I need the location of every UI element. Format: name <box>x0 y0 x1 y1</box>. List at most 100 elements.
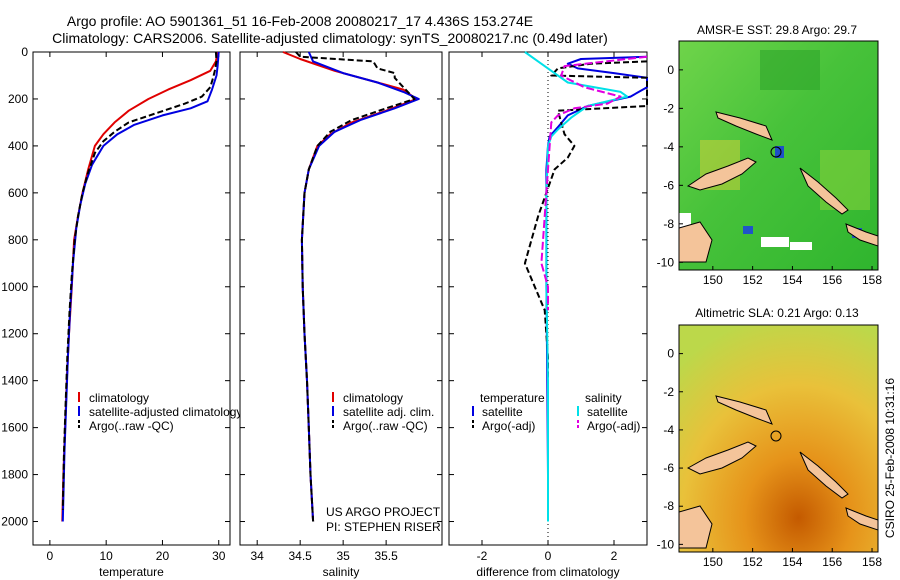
depth-tick-label: 600 <box>8 186 28 200</box>
temperature-series-argo-raw-qc- <box>61 51 218 510</box>
temperature-xtick-label: 0 <box>47 549 54 563</box>
sla-map-title: Altimetric SLA: 0.21 Argo: 0.13 <box>695 306 859 320</box>
sst-cloud-mask <box>761 237 789 247</box>
sla-ytick-label: 0 <box>667 347 674 361</box>
difference-series-salinity-satellite <box>524 51 629 522</box>
temperature-plot-frame <box>32 51 231 546</box>
sst-xtick-label: 150 <box>703 273 723 287</box>
difference-legend-label: Argo(-adj) <box>587 419 640 433</box>
salinity-panel: 34 34.5 35 35.5 salinity climatologysatellite… <box>239 51 443 579</box>
difference-panel: -2 0 2 difference from climatology temperatu… <box>448 51 648 579</box>
sst-cloud-mask <box>790 242 812 250</box>
project-label: US ARGO PROJECT <box>326 505 441 519</box>
salinity-xtick-label: 34.5 <box>288 549 312 563</box>
sla-ytick-label: -6 <box>663 461 674 475</box>
sst-land-south <box>679 221 713 263</box>
temperature-xtick-label: 10 <box>99 549 113 563</box>
sla-land-south <box>679 505 713 549</box>
sst-land-solomons <box>845 223 878 247</box>
temperature-legend-label: satellite-adjusted climatology <box>89 405 242 419</box>
sst-map-title: AMSR-E SST: 29.8 Argo: 29.7 <box>697 23 857 37</box>
temperature-panel: 0 10 20 30 temperature 0 200 400 600 800 1000 1200 1… <box>1 45 242 579</box>
temperature-legend-label: Argo(..raw -QC) <box>89 419 174 433</box>
salinity-xtick-label: 34 <box>251 549 265 563</box>
sla-map: Altimetric SLA: 0.21 Argo: 0.13 150 152 15… <box>657 306 883 569</box>
sla-ytick-label: -10 <box>657 537 675 551</box>
difference-series-salinity-argo-adj- <box>540 55 648 311</box>
sla-ytick-label: -4 <box>663 423 674 437</box>
pi-label: PI: STEPHEN RISER <box>326 520 441 534</box>
depth-tick-label: 1000 <box>1 280 28 294</box>
difference-xlabel: difference from climatology <box>476 565 619 579</box>
salinity-legend-label: Argo(..raw -QC) <box>343 419 428 433</box>
difference-legend-label: Argo(-adj) <box>482 419 535 433</box>
sst-ytick-label: -10 <box>657 255 675 269</box>
sst-cold-pixel <box>775 146 784 158</box>
sla-land-bougainville <box>799 451 849 499</box>
sst-patch <box>760 50 820 90</box>
sla-land-newbritain <box>715 395 773 425</box>
temperature-xlabel: temperature <box>99 565 164 579</box>
sst-xtick-label: 156 <box>822 273 842 287</box>
sst-ytick-label: 0 <box>667 63 674 77</box>
salinity-series-argo-raw-qc- <box>295 51 416 522</box>
salinity-plot-frame <box>239 51 443 546</box>
difference-legend-heading: salinity <box>585 391 622 405</box>
csiro-timestamp: CSIRO 25-Feb-2008 10:31:16 <box>883 378 897 538</box>
depth-tick-label: 1600 <box>1 421 28 435</box>
difference-xtick-label: 2 <box>611 549 618 563</box>
depth-tick-label: 1800 <box>1 468 28 482</box>
sla-land-solomons <box>845 507 878 531</box>
sst-profile-marker <box>770 146 782 158</box>
depth-tick-label: 1200 <box>1 327 28 341</box>
sla-ytick-label: -8 <box>663 499 674 513</box>
sla-land-newguinea <box>686 441 757 475</box>
salinity-xlabel: salinity <box>323 565 360 579</box>
temperature-legend-label: climatology <box>89 391 149 405</box>
sla-xtick-label: 158 <box>862 555 882 569</box>
difference-xtick-label: -2 <box>477 549 488 563</box>
depth-tick-label: 2000 <box>1 515 28 529</box>
sst-xtick-label: 154 <box>782 273 802 287</box>
sla-field <box>679 325 878 552</box>
salinity-xtick-label: 35.5 <box>374 549 398 563</box>
sla-xtick-label: 150 <box>703 555 723 569</box>
sst-map: AMSR-E SST: 29.8 Argo: 29.7 150 152 154 156… <box>657 23 883 287</box>
sla-xtick-label: 154 <box>782 555 802 569</box>
difference-legend-label: satellite <box>587 405 628 419</box>
depth-tick-label: 1400 <box>1 374 28 388</box>
difference-legend-heading: temperature <box>480 391 545 405</box>
figure-title-line2: Climatology: CARS2006. Satellite-adjuste… <box>52 30 608 46</box>
sst-cold-pixel <box>743 226 753 234</box>
salinity-legend-label: climatology <box>343 391 403 405</box>
depth-tick-label: 400 <box>8 139 28 153</box>
sst-land-bougainville <box>799 167 849 215</box>
salinity-legend-label: satellite adj. clim. <box>343 405 434 419</box>
sla-map-frame <box>678 324 879 553</box>
sst-ytick-label: -8 <box>663 217 674 231</box>
sla-ytick-label: -2 <box>663 385 674 399</box>
salinity-xtick-label: 35 <box>336 549 350 563</box>
figure-title-line1: Argo profile: AO 5901361_51 16-Feb-2008 … <box>67 13 533 29</box>
depth-tick-label: 0 <box>21 45 28 59</box>
sst-xtick-label: 152 <box>743 273 763 287</box>
depth-tick-label: 800 <box>8 233 28 247</box>
sst-map-frame <box>678 40 879 271</box>
sst-land-newbritain <box>715 111 773 141</box>
difference-xtick-label: 0 <box>545 549 552 563</box>
sla-xtick-label: 156 <box>822 555 842 569</box>
temperature-xtick-label: 30 <box>212 549 226 563</box>
sla-xtick-label: 152 <box>743 555 763 569</box>
sst-ytick-label: -2 <box>663 101 674 115</box>
depth-tick-label: 200 <box>8 92 28 106</box>
difference-series-temperature-argo-adj- <box>523 60 648 522</box>
sst-ytick-label: -4 <box>663 140 674 154</box>
temperature-xtick-label: 20 <box>156 549 170 563</box>
sst-land-newguinea <box>686 157 757 191</box>
salinity-series-satellite-adj-clim- <box>300 51 420 522</box>
difference-legend-label: satellite <box>482 405 523 419</box>
sst-xtick-label: 158 <box>862 273 882 287</box>
sst-ytick-label: -6 <box>663 178 674 192</box>
sla-profile-marker <box>770 430 782 442</box>
